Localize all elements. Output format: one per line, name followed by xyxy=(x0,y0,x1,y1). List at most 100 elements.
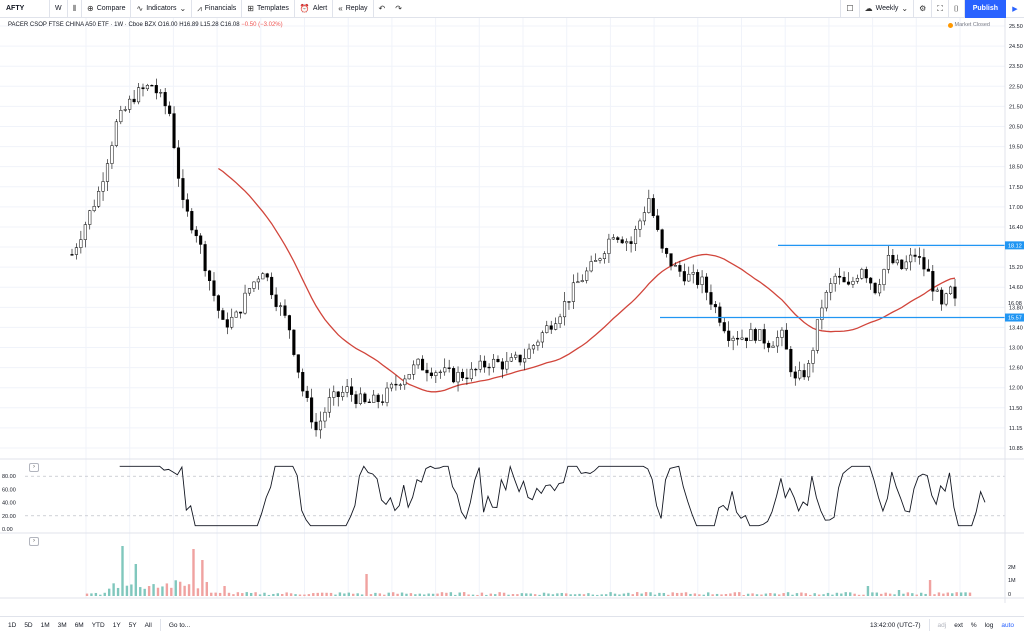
price-tick-label: 11.15 xyxy=(1009,426,1022,432)
clock[interactable]: 13:42:00 (UTC-7) xyxy=(869,621,921,629)
candle-down xyxy=(762,329,766,344)
chart-type-button[interactable]: ⫴ xyxy=(68,0,82,18)
range-button-all[interactable]: All xyxy=(144,621,152,629)
oscillator-pane-collapse-button[interactable]: › xyxy=(29,463,39,472)
candle-down xyxy=(660,229,664,249)
osc-line xyxy=(119,464,986,527)
candle-up xyxy=(798,370,802,379)
publish-button[interactable]: Publish xyxy=(964,0,1006,18)
range-button-6m[interactable]: 6M xyxy=(74,621,84,629)
settings-button[interactable]: ⚙ xyxy=(914,0,933,18)
templates-icon: ⊞ xyxy=(247,4,254,13)
goto-button[interactable]: Go to... xyxy=(165,622,194,629)
candle-down xyxy=(718,306,722,323)
candle-up xyxy=(128,98,132,110)
volume-bar xyxy=(196,588,200,596)
redo-button[interactable]: ↷ xyxy=(390,0,407,18)
volume-bar xyxy=(245,592,248,596)
volume-bar xyxy=(533,594,537,596)
fullscreen-toggle-button[interactable]: ⛶ xyxy=(932,0,949,18)
volume-bar xyxy=(174,580,177,596)
volume-bar xyxy=(329,592,333,596)
scale-option-adj[interactable]: adj xyxy=(937,621,947,629)
compare-button[interactable]: ⊕ Compare xyxy=(82,0,132,18)
scale-option-log[interactable]: log xyxy=(984,621,994,629)
volume-bar xyxy=(387,592,390,596)
volume-pane-collapse-button[interactable]: › xyxy=(29,537,39,546)
candle-down xyxy=(190,211,194,231)
alert-button[interactable]: ⏰ Alert xyxy=(295,0,334,18)
financials-icon: ⩘ xyxy=(197,3,202,13)
replay-button[interactable]: «Replay xyxy=(333,0,374,18)
chart-area[interactable]: 25.50 24.50 23.50 22.50 21.50 20.50 19.50 18.50… xyxy=(0,18,1024,616)
range-button-1y[interactable]: 1Y xyxy=(112,621,121,629)
volume-bar xyxy=(489,593,492,596)
volume-bar xyxy=(893,594,896,596)
publish-label: Publish xyxy=(972,5,998,12)
range-button-5d[interactable]: 5D xyxy=(24,621,33,629)
scale-option-ext[interactable]: ext xyxy=(954,621,963,629)
volume-bar xyxy=(178,581,182,596)
candle-down xyxy=(176,147,181,179)
horizontal-lines xyxy=(660,244,1005,319)
range-button-5y[interactable]: 5Y xyxy=(128,621,137,629)
volume-bar xyxy=(636,592,639,596)
chart-canvas[interactable]: 25.50 24.50 23.50 22.50 21.50 20.50 19.50 18.50… xyxy=(0,18,1024,616)
axes: 25.50 24.50 23.50 22.50 21.50 20.50 19.50 18.50… xyxy=(0,18,1024,616)
indicators-button[interactable]: ∿ Indicators ⌄ xyxy=(131,0,193,18)
candle-down xyxy=(141,87,145,90)
candle-up xyxy=(780,329,784,338)
candle-up xyxy=(456,371,460,383)
candle-down xyxy=(713,304,717,308)
candle-up xyxy=(101,181,105,192)
layout-button[interactable]: ☁ Weekly ⌄ xyxy=(860,0,915,18)
volume-bar xyxy=(161,586,164,596)
candle-down xyxy=(172,113,176,149)
candle-down xyxy=(722,322,726,332)
volume-bar xyxy=(467,594,470,596)
volume-bar xyxy=(423,594,426,596)
financials-button[interactable]: ⩘ Financials xyxy=(192,0,243,18)
volume-bar xyxy=(840,593,843,596)
candle-up xyxy=(438,371,442,374)
volume-bar xyxy=(600,594,603,596)
candle-up xyxy=(88,210,92,225)
candle-up xyxy=(416,358,420,366)
volume-bar xyxy=(352,593,355,596)
scale-option-percent[interactable]: % xyxy=(970,621,977,629)
range-button-1m[interactable]: 1M xyxy=(40,621,50,629)
candle-down xyxy=(869,277,873,284)
candle-down xyxy=(429,372,433,376)
range-button-3m[interactable]: 3M xyxy=(57,621,67,629)
current-price-label: 16.08 xyxy=(1008,301,1022,307)
volume-bar xyxy=(201,560,204,596)
volume-bar xyxy=(693,593,697,596)
volume-bar xyxy=(653,594,657,596)
templates-button[interactable]: ⊞ Templates xyxy=(242,0,295,18)
candle-down xyxy=(474,368,478,371)
volume-bar xyxy=(609,592,612,596)
candles xyxy=(70,78,957,439)
volume-bar xyxy=(795,593,799,596)
oscillator xyxy=(25,464,1005,527)
candle-up xyxy=(159,92,163,94)
play-button[interactable]: ▶ xyxy=(1006,0,1024,18)
fullscreen-button[interactable]: ☐ xyxy=(840,0,860,18)
volume-bar xyxy=(525,593,528,596)
undo-button[interactable]: ↶ xyxy=(374,0,391,18)
candle-down xyxy=(709,292,713,305)
volume-bar xyxy=(720,594,723,596)
range-button-ytd[interactable]: YTD xyxy=(91,621,105,629)
scale-option-auto[interactable]: auto xyxy=(1001,621,1014,629)
price-tick-label: 12.00 xyxy=(1009,386,1023,392)
symbol-search[interactable]: AFTY xyxy=(0,0,50,18)
candle-up xyxy=(341,392,345,398)
candle-up xyxy=(740,337,744,340)
range-button-1d[interactable]: 1D xyxy=(8,621,17,629)
volume-bar xyxy=(152,584,155,596)
interval-button[interactable]: W xyxy=(50,0,68,18)
candle-down xyxy=(194,229,198,237)
volume-bar xyxy=(369,594,373,596)
candle-up xyxy=(398,384,402,386)
snapshot-button[interactable]: ⌷ xyxy=(949,0,965,18)
